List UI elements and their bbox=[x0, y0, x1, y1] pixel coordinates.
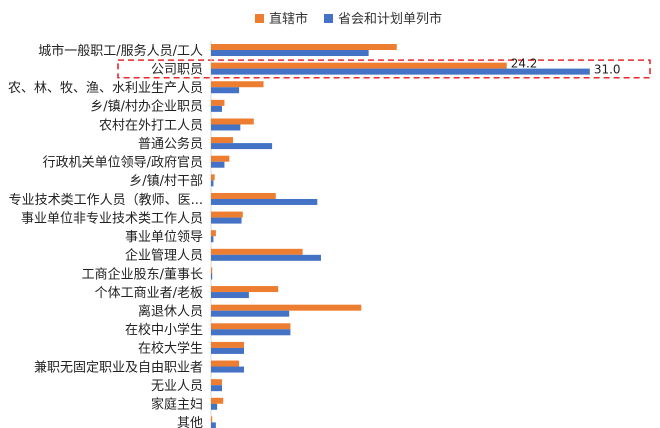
category-label: 城市一般职工/服务人员/工人 bbox=[38, 43, 203, 59]
bar-shenghui-6 bbox=[211, 161, 225, 168]
bar-zhixiashi-10 bbox=[211, 230, 216, 237]
bar-zhixiashi-18 bbox=[211, 379, 222, 386]
category-label: 在校中小学生 bbox=[125, 322, 203, 338]
category-label: 工商企业股东/董事长 bbox=[82, 266, 203, 282]
category-label: 在校大学生 bbox=[138, 341, 203, 357]
bar-shenghui-16 bbox=[211, 347, 244, 354]
category-label: 乡/镇/村干部 bbox=[129, 174, 203, 189]
highlight-layer bbox=[117, 59, 651, 79]
data-label: 31.0 bbox=[594, 63, 621, 77]
category-label: 事业单位领导 bbox=[125, 230, 203, 245]
category-label: 行政机关单位领导/政府官员 bbox=[43, 155, 203, 171]
category-labels: 城市一般职工/服务人员/工人公司职员农、林、牧、渔、水利业生产人员乡/镇/村办企… bbox=[8, 43, 203, 428]
bar-shenghui-14 bbox=[211, 310, 290, 317]
category-label: 农、林、牧、渔、水利业生产人员 bbox=[8, 81, 203, 96]
bar-zhixiashi-0 bbox=[211, 44, 397, 50]
legend-label: 直辖市 bbox=[269, 11, 308, 27]
legend-swatch bbox=[255, 14, 264, 23]
bar-zhixiashi-1 bbox=[211, 62, 507, 69]
bar-shenghui-10 bbox=[211, 236, 214, 243]
category-label: 离退休人员 bbox=[138, 303, 203, 319]
bar-shenghui-7 bbox=[211, 180, 214, 187]
bar-shenghui-8 bbox=[211, 198, 318, 205]
bar-zhixiashi-3 bbox=[211, 99, 225, 106]
bar-shenghui-3 bbox=[211, 105, 222, 112]
bar-zhixiashi-20 bbox=[211, 416, 213, 423]
bars bbox=[211, 44, 590, 428]
legend-label: 省会和计划单列市 bbox=[338, 11, 442, 27]
bar-zhixiashi-16 bbox=[211, 341, 244, 348]
bar-zhixiashi-14 bbox=[211, 304, 362, 311]
bar-zhixiashi-15 bbox=[211, 323, 291, 330]
highlight-box bbox=[117, 59, 651, 79]
data-labels: 24.2 31.0 bbox=[511, 57, 621, 77]
bar-zhixiashi-8 bbox=[211, 192, 276, 199]
bar-zhixiashi-19 bbox=[211, 397, 224, 404]
bar-zhixiashi-4 bbox=[211, 118, 254, 125]
bar-shenghui-9 bbox=[211, 217, 242, 224]
bar-shenghui-20 bbox=[211, 422, 216, 428]
bar-zhixiashi-5 bbox=[211, 137, 233, 144]
category-label: 事业单位非专业技术类工作人员 bbox=[21, 211, 203, 226]
category-label: 个体工商业者/老板 bbox=[95, 286, 203, 301]
bar-shenghui-11 bbox=[211, 254, 321, 261]
category-label: 农村在外打工人员 bbox=[99, 118, 203, 133]
data-label: 24.2 bbox=[511, 57, 538, 71]
bar-shenghui-4 bbox=[211, 124, 241, 131]
bar-shenghui-13 bbox=[211, 292, 249, 299]
bar-zhixiashi-9 bbox=[211, 211, 243, 218]
bar-shenghui-12 bbox=[211, 273, 213, 280]
category-label: 企业管理人员 bbox=[125, 248, 203, 264]
bar-zhixiashi-11 bbox=[211, 248, 303, 255]
bar-shenghui-15 bbox=[211, 329, 291, 336]
category-label: 专业技术类工作人员（教师、医... bbox=[9, 192, 203, 208]
bar-zhixiashi-12 bbox=[211, 267, 213, 274]
bar-shenghui-18 bbox=[211, 385, 222, 392]
category-label: 无业人员 bbox=[151, 379, 203, 394]
legend-swatch bbox=[324, 14, 334, 23]
bar-zhixiashi-6 bbox=[211, 155, 230, 162]
bar-shenghui-1 bbox=[211, 68, 590, 75]
category-label: 其他 bbox=[177, 416, 203, 428]
category-label: 家庭主妇 bbox=[151, 397, 203, 413]
bar-zhixiashi-2 bbox=[211, 81, 264, 88]
category-label: 兼职无固定职业及自由职业者 bbox=[34, 360, 203, 375]
category-label: 普通公务员 bbox=[138, 136, 203, 152]
bar-shenghui-2 bbox=[211, 87, 240, 94]
bar-shenghui-0 bbox=[211, 50, 369, 56]
category-label: 乡/镇/村办企业职员 bbox=[90, 99, 203, 115]
legend: 直辖市 省会和计划单列市 bbox=[255, 11, 442, 27]
bar-shenghui-19 bbox=[211, 403, 218, 410]
category-label: 公司职员 bbox=[151, 62, 203, 77]
bar-zhixiashi-13 bbox=[211, 286, 279, 293]
bar-shenghui-5 bbox=[211, 143, 273, 150]
bar-zhixiashi-17 bbox=[211, 360, 240, 367]
bar-shenghui-17 bbox=[211, 366, 244, 373]
bar-zhixiashi-7 bbox=[211, 174, 215, 181]
